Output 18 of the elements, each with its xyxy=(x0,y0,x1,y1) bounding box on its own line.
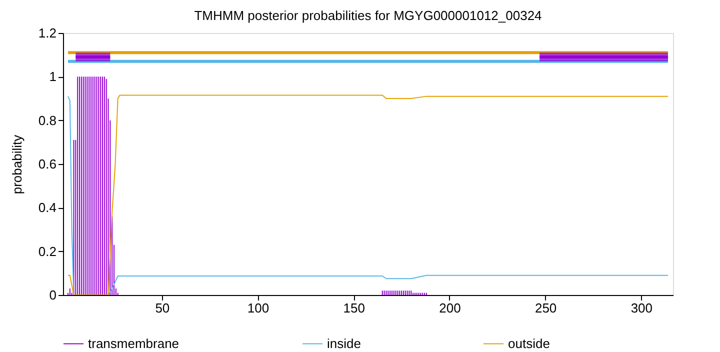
legend-label: outside xyxy=(508,336,550,351)
x-tick-label: 250 xyxy=(534,300,557,316)
y-tick-label: 0 xyxy=(49,288,56,302)
y-tick-label: 1.2 xyxy=(38,26,56,40)
legend-label: inside xyxy=(327,336,361,351)
y-tick-label: 0.4 xyxy=(38,200,56,216)
x-tick-label: 100 xyxy=(247,300,270,316)
x-tick-label: 200 xyxy=(439,300,461,316)
x-tick-label: 150 xyxy=(343,300,365,316)
y-tick-label: 0.6 xyxy=(38,156,56,172)
y-tick-label: 1 xyxy=(49,69,56,84)
x-tick-label: 300 xyxy=(630,300,653,316)
y-tick-label: 0.8 xyxy=(38,112,56,128)
y-tick-label: 0.2 xyxy=(38,244,56,259)
y-axis-title: probability xyxy=(9,134,24,194)
legend-label: transmembrane xyxy=(88,336,180,351)
chart-title: TMHMM posterior probabilities for MGYG000001012_00324 xyxy=(194,8,542,23)
x-tick-label: 50 xyxy=(155,300,170,316)
